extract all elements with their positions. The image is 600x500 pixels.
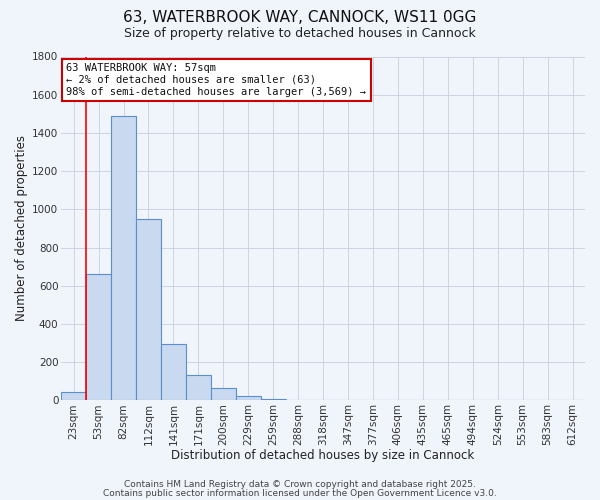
Bar — [186, 374, 211, 400]
Text: 63 WATERBROOK WAY: 57sqm
← 2% of detached houses are smaller (63)
98% of semi-de: 63 WATERBROOK WAY: 57sqm ← 2% of detache… — [67, 64, 367, 96]
Text: 63, WATERBROOK WAY, CANNOCK, WS11 0GG: 63, WATERBROOK WAY, CANNOCK, WS11 0GG — [124, 10, 476, 25]
Y-axis label: Number of detached properties: Number of detached properties — [15, 136, 28, 322]
Bar — [161, 344, 186, 401]
Bar — [136, 219, 161, 400]
Text: Size of property relative to detached houses in Cannock: Size of property relative to detached ho… — [124, 28, 476, 40]
Bar — [211, 388, 236, 400]
Text: Contains public sector information licensed under the Open Government Licence v3: Contains public sector information licen… — [103, 488, 497, 498]
Bar — [61, 392, 86, 400]
Bar — [111, 116, 136, 401]
X-axis label: Distribution of detached houses by size in Cannock: Distribution of detached houses by size … — [172, 450, 475, 462]
Bar — [236, 396, 261, 400]
Bar — [86, 274, 111, 400]
Text: Contains HM Land Registry data © Crown copyright and database right 2025.: Contains HM Land Registry data © Crown c… — [124, 480, 476, 489]
